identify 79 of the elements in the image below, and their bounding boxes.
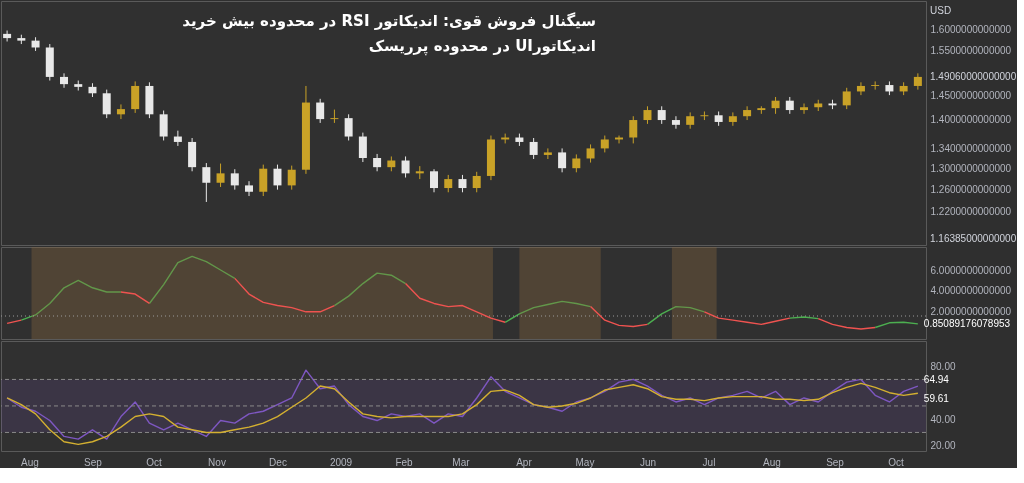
x-tick-label: Oct [888,456,904,468]
y-tick-label: 4.0000000000000 [930,285,1012,297]
candlestick [173,130,182,147]
x-tick-label: Nov [208,456,226,468]
candlestick [913,72,922,91]
candlestick [330,109,339,124]
candlestick [3,30,12,42]
y-tick-label: 1.3000000000000 [930,163,1012,175]
candlestick [486,135,495,181]
candlestick [358,132,367,163]
candlestick [728,111,737,127]
line-series [6,382,919,446]
candlestick [287,165,296,191]
candlestick [743,105,752,121]
x-tick-label: Jul [702,456,716,468]
y-tick-label: 1.3400000000000 [930,142,1012,154]
x-tick-label: Aug [21,456,39,468]
candlestick [842,87,851,110]
candlestick [216,163,225,188]
candlestick [316,98,325,124]
x-tick-label: 2009 [329,456,353,468]
candlestick [230,168,239,191]
y-tick-label: 40.00 [930,413,956,425]
x-tick-label: Dec [269,456,287,468]
candlestick [586,143,595,164]
candlestick [45,43,54,82]
candlestick [116,103,125,120]
x-tick-label: Jun [639,456,657,468]
y-tick-label: 1.4000000000000 [930,113,1012,125]
y-tick-label: 1.2600000000000 [930,184,1012,196]
y-tick-label: 2.0000000000000 [930,306,1012,318]
candlestick [543,147,552,160]
text: 1.49060000000000 [930,70,1017,82]
candlestick [401,155,410,179]
y-tick-label: 6.0000000000000 [930,264,1012,276]
y-tick-label: 20.00 [930,440,956,452]
candlestick [159,110,168,141]
candlestick [131,80,140,114]
y-tick-label: 80.00 [930,360,956,372]
candlestick [102,89,111,119]
y-tick-label: 1.2200000000000 [930,205,1012,217]
y-tick-label: 1.5500000000000 [930,45,1012,57]
candlestick [344,113,353,141]
annotation: 59.61 [923,393,950,405]
x-tick-label: Apr [516,456,533,468]
candlestick [430,168,439,193]
text: سیگنال فروش قوی: اندیکاتور RSI در محدوده بیش خرید [182,12,596,30]
x-tick-label: Mar [452,456,471,468]
text: اندیکاتورUI در محدوده پرریسک [368,37,596,56]
candlestick [60,72,69,89]
x-tick-label: Feb [395,456,414,468]
candlestick [629,115,638,144]
text: USD [930,5,952,16]
line-series [6,369,919,440]
candlestick [188,137,197,172]
candlestick [245,180,254,197]
x-tick-label: Aug [763,456,781,468]
candlestick [273,164,282,191]
x-tick-label: May [575,456,595,468]
y-tick-label: 1.6000000000000 [930,24,1012,36]
candlestick [856,81,865,96]
annotation: 64.94 [923,374,950,386]
candlestick [373,153,382,172]
candlestick [202,162,211,203]
text: 1.16385000000000 [930,233,1017,244]
candlestick [529,137,538,160]
candlestick [145,81,154,119]
candlestick [871,80,880,91]
y-tick-label: 1.4500000000000 [930,90,1012,102]
candlestick [472,171,481,193]
x-tick-label: Oct [146,456,162,468]
candlestick [671,115,680,130]
candlestick [558,147,567,173]
candlestick [259,164,268,197]
x-tick-label: Sep [826,456,845,468]
annotation: 0.85089176078953 [923,317,1011,329]
candlestick [800,102,809,115]
candlestick [301,85,310,175]
x-tick-label: Sep [84,456,103,468]
